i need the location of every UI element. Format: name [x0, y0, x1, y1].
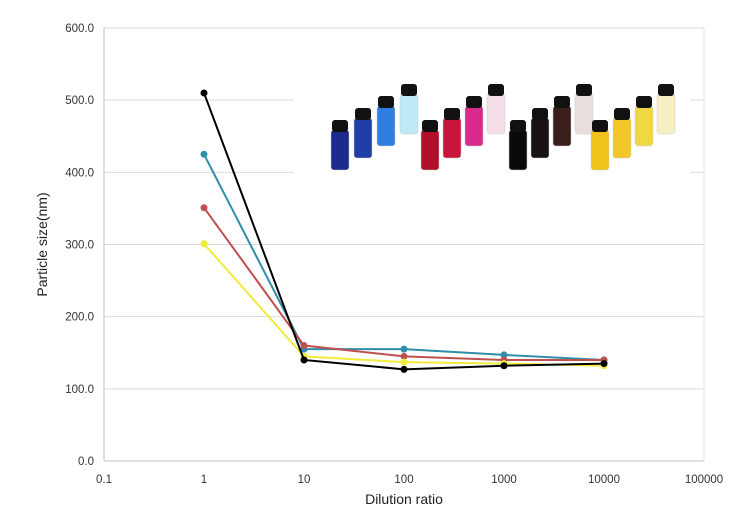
vial-cap-red-2	[466, 96, 482, 108]
y-axis-title: Particle size(nm)	[34, 192, 50, 296]
vial-cap-yellow-0	[592, 120, 608, 132]
x-tick-label-2: 10	[298, 474, 311, 486]
vial-cap-black-3	[576, 84, 592, 96]
vial-black-1	[530, 117, 550, 159]
vial-blue-0	[330, 129, 350, 171]
point-blue-2	[400, 345, 408, 353]
y-tick-label-2: 200.0	[65, 312, 94, 324]
vial-yellow-3	[656, 93, 676, 135]
vial-blue-1	[353, 117, 373, 159]
point-red-0	[200, 204, 208, 212]
vial-red-1	[442, 117, 462, 159]
x-tick-label-4: 1000	[491, 474, 517, 486]
x-axis-title: Dilution ratio	[365, 491, 443, 507]
vial-cap-blue-3	[401, 84, 417, 96]
y-tick-label-0: 0.0	[78, 456, 94, 468]
x-tick-label-0: 0.1	[96, 474, 112, 486]
vial-red-3	[486, 93, 506, 135]
point-yellow-2	[400, 358, 408, 366]
point-blue-0	[200, 150, 208, 158]
point-black-0	[200, 89, 208, 97]
point-black-2	[400, 365, 408, 373]
point-red-2	[400, 352, 408, 360]
vial-black-2	[552, 105, 572, 147]
vial-red-2	[464, 105, 484, 147]
y-tick-label-5: 500.0	[65, 95, 94, 107]
y-tick-label-6: 600.0	[65, 23, 94, 35]
x-tick-label-5: 10000	[588, 474, 620, 486]
series-line-red	[203, 207, 604, 361]
point-black-4	[600, 360, 608, 368]
vial-yellow-1	[612, 117, 632, 159]
vial-cap-yellow-2	[636, 96, 652, 108]
point-red-1	[300, 342, 308, 350]
x-tick-label-6: 100000	[685, 474, 723, 486]
vial-cap-yellow-1	[614, 108, 630, 120]
vial-blue-3	[399, 93, 419, 135]
x-tick-label-1: 1	[201, 474, 207, 486]
vial-cap-black-1	[532, 108, 548, 120]
y-tick-label-1: 100.0	[65, 384, 94, 396]
point-yellow-0	[200, 240, 208, 248]
point-black-1	[300, 356, 308, 364]
axes-layer	[103, 28, 705, 462]
vial-red-0	[420, 129, 440, 171]
vial-yellow-2	[634, 105, 654, 147]
vial-yellow-0	[590, 129, 610, 171]
vial-cap-blue-2	[378, 96, 394, 108]
vial-cap-red-1	[444, 108, 460, 120]
series-layer	[200, 89, 608, 373]
x-tick-label-3: 100	[394, 474, 413, 486]
tick-label-layer: 0.0 100.0 200.0 300.0 400.0 500.0 600.0 0.1 1 10 1…	[65, 23, 723, 486]
vial-cap-black-0	[510, 120, 526, 132]
vial-cap-red-3	[488, 84, 504, 96]
vial-cap-blue-1	[355, 108, 371, 120]
vial-cap-yellow-3	[658, 84, 674, 96]
y-tick-label-3: 300.0	[65, 240, 94, 252]
vial-cap-blue-0	[332, 120, 348, 132]
vial-cap-red-0	[422, 120, 438, 132]
vial-photo-inset	[294, 62, 690, 194]
point-black-3	[500, 362, 508, 370]
vial-blue-2	[376, 105, 396, 147]
point-blue-3	[500, 351, 508, 359]
vial-black-3	[574, 93, 594, 135]
vial-cap-black-2	[554, 96, 570, 108]
y-tick-label-4: 400.0	[65, 167, 94, 179]
vial-black-0	[508, 129, 528, 171]
